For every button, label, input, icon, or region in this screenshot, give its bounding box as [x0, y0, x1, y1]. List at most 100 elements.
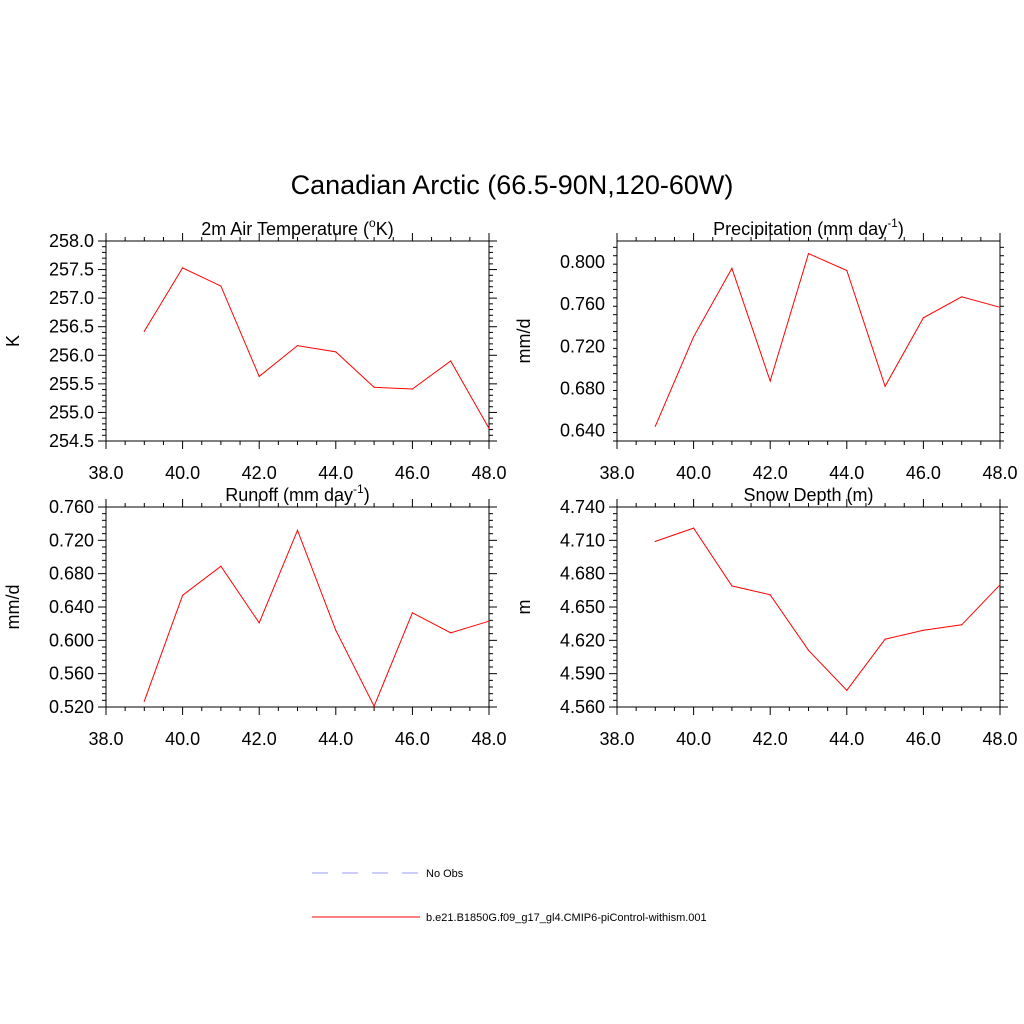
- y-tick-label: 4.560: [560, 697, 605, 717]
- y-tick-label: 257.0: [49, 288, 94, 308]
- y-tick-label: 4.650: [560, 597, 605, 617]
- data-point: [922, 317, 925, 319]
- panel-title-superscript: o: [369, 216, 376, 230]
- data-point: [296, 529, 299, 531]
- x-tick-label: 48.0: [471, 463, 506, 483]
- y-tick-label: 4.590: [560, 664, 605, 684]
- y-tick-label: 0.560: [49, 664, 94, 684]
- x-tick-label: 44.0: [829, 729, 864, 749]
- data-point: [884, 638, 886, 640]
- panel-1: 2m Air Temperature (oK) K 38.0 40.0 42.0 44.0…: [3, 216, 507, 483]
- data-point: [961, 296, 963, 298]
- y-tick-label: 0.760: [49, 497, 94, 517]
- legend-label: b.e21.B1850G.f09_g17_gl4.CMIP6-piControl…: [426, 912, 707, 924]
- y-axis-label: mm/d: [3, 585, 23, 630]
- y-tick-label: 258.0: [49, 231, 94, 251]
- x-tick-label: 38.0: [599, 729, 634, 749]
- panel-title-text: Runoff (mm day: [225, 485, 353, 505]
- data-point: [450, 360, 452, 362]
- x-tick-label: 48.0: [471, 729, 506, 749]
- x-tick-label: 46.0: [395, 729, 430, 749]
- data-point: [335, 351, 337, 353]
- data-point: [769, 380, 771, 382]
- data-point: [258, 375, 260, 378]
- x-tick-label: 46.0: [395, 463, 430, 483]
- data-point: [182, 267, 184, 269]
- panel-title-superscript: -1: [353, 482, 364, 496]
- data-point: [335, 629, 337, 631]
- panels: 2m Air Temperature (oK) K 38.0 40.0 42.0 44.0…: [3, 216, 1018, 749]
- x-tick-label: 44.0: [318, 463, 353, 483]
- data-point: [731, 267, 733, 269]
- plot-frame: [616, 240, 1001, 442]
- panel-title: 2m Air Temperature (oK): [201, 216, 393, 239]
- panel-title-text: Snow Depth (m): [743, 485, 873, 505]
- y-tick-label: 256.0: [49, 345, 94, 365]
- y-tick-label: 0.520: [49, 697, 94, 717]
- data-point: [488, 620, 490, 622]
- data-point: [693, 527, 695, 529]
- series-line: [143, 267, 490, 429]
- panel-title: Precipitation (mm day-1): [713, 216, 904, 239]
- data-point: [258, 622, 260, 624]
- x-tick-label: 44.0: [318, 729, 353, 749]
- data-point: [999, 584, 1001, 586]
- data-point: [846, 269, 848, 272]
- panel-title-text: Precipitation (mm day: [713, 219, 887, 239]
- x-tick-label: 38.0: [88, 463, 123, 483]
- data-point: [807, 649, 810, 651]
- panel-title-end: ): [898, 219, 904, 239]
- panel-title-superscript: -1: [887, 216, 898, 230]
- data-point: [143, 330, 145, 332]
- data-point: [731, 585, 733, 587]
- y-tick-label: 256.5: [49, 317, 94, 337]
- y-tick-label: 0.600: [49, 630, 94, 650]
- x-tick-label: 40.0: [676, 729, 711, 749]
- data-point: [654, 540, 656, 543]
- y-tick-label: 254.5: [49, 431, 94, 451]
- panel-title-end: ): [364, 485, 370, 505]
- x-tick-label: 42.0: [242, 463, 277, 483]
- data-point: [846, 689, 848, 691]
- data-point: [488, 427, 490, 430]
- y-tick-label: 0.760: [560, 294, 605, 314]
- legend-label: No Obs: [426, 868, 464, 880]
- x-tick-label: 38.0: [88, 729, 123, 749]
- data-point: [450, 632, 452, 634]
- y-tick-label: 0.640: [560, 420, 605, 440]
- data-point: [693, 336, 695, 338]
- plot-frame: [105, 240, 490, 442]
- legend: No Obs b.e21.B1850G.f09_g17_gl4.CMIP6-piC…: [312, 868, 707, 924]
- x-tick-label: 48.0: [982, 463, 1017, 483]
- x-tick-label: 44.0: [829, 463, 864, 483]
- panel-2: Precipitation (mm day-1) mm/d 38.0 40.0 42.0…: [514, 216, 1018, 483]
- y-axis-label: m: [514, 600, 534, 615]
- panel-title-end: K): [376, 219, 394, 239]
- series-line: [654, 252, 1001, 427]
- plot-frame: [105, 506, 490, 708]
- figure-title: Canadian Arctic (66.5-90N,120-60W): [291, 170, 734, 200]
- data-point: [373, 705, 375, 707]
- x-tick-label: 42.0: [242, 729, 277, 749]
- x-tick-label: 48.0: [982, 729, 1017, 749]
- panel-3: Runoff (mm day-1) mm/d 38.0 40.0 42.0 44.0 46.…: [3, 482, 507, 749]
- x-tick-label: 40.0: [165, 463, 200, 483]
- x-tick-label: 46.0: [906, 463, 941, 483]
- data-point: [769, 594, 771, 596]
- y-tick-label: 0.680: [49, 564, 94, 584]
- data-point: [961, 624, 963, 626]
- y-tick-label: 0.720: [49, 530, 94, 550]
- plot-frame: [616, 506, 1001, 708]
- data-point: [654, 425, 656, 427]
- data-point: [373, 386, 375, 388]
- panel-title-text: 2m Air Temperature (: [201, 219, 369, 239]
- x-tick-label: 42.0: [753, 729, 788, 749]
- data-point: [296, 344, 299, 347]
- y-tick-label: 255.5: [49, 374, 94, 394]
- x-tick-label: 40.0: [165, 729, 200, 749]
- y-tick-label: 4.680: [560, 564, 605, 584]
- series-line: [655, 527, 1001, 692]
- y-tick-label: 4.620: [560, 630, 605, 650]
- data-point: [411, 612, 413, 614]
